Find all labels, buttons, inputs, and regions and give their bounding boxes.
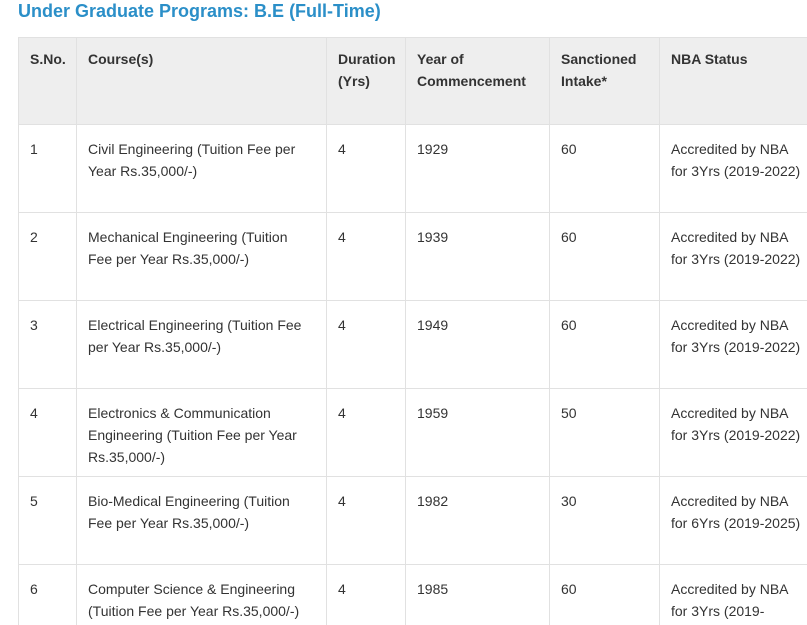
cell-nba-status: Accredited by NBA for 3Yrs (2019-2022)	[659, 212, 807, 301]
cell-sno: 2	[18, 212, 77, 301]
cell-sno: 3	[18, 300, 77, 389]
cell-duration: 4	[326, 300, 406, 389]
cell-year: 1929	[405, 124, 550, 213]
table-header-row: S.No. Course(s) Duration (Yrs) Year of C…	[18, 37, 807, 125]
cell-nba-status: Accredited by NBA for 3Yrs (2019-2022)	[659, 388, 807, 477]
cell-intake: 60	[549, 212, 660, 301]
cell-duration: 4	[326, 212, 406, 301]
table-row: 6 Computer Science & Engineering (Tuitio…	[18, 564, 807, 625]
table-row: 4 Electronics & Communication Engineerin…	[18, 388, 807, 477]
cell-nba-status: Accredited by NBA for 6Yrs (2019-2025)	[659, 476, 807, 565]
cell-duration: 4	[326, 564, 406, 625]
table-header: S.No. Course(s) Duration (Yrs) Year of C…	[18, 37, 807, 125]
header-duration: Duration (Yrs)	[326, 37, 406, 125]
cell-course: Electrical Engineering (Tuition Fee per …	[76, 300, 327, 389]
cell-nba-status: Accredited by NBA for 3Yrs (2019-2022)	[659, 300, 807, 389]
cell-sno: 6	[18, 564, 77, 625]
cell-intake: 60	[549, 300, 660, 389]
table-row: 2 Mechanical Engineering (Tuition Fee pe…	[18, 212, 807, 301]
cell-intake: 60	[549, 124, 660, 213]
cell-course: Civil Engineering (Tuition Fee per Year …	[76, 124, 327, 213]
cell-duration: 4	[326, 124, 406, 213]
cell-year: 1985	[405, 564, 550, 625]
header-course: Course(s)	[76, 37, 327, 125]
cell-course: Mechanical Engineering (Tuition Fee per …	[76, 212, 327, 301]
table-row: 1 Civil Engineering (Tuition Fee per Yea…	[18, 124, 807, 213]
programs-table-container: S.No. Course(s) Duration (Yrs) Year of C…	[18, 37, 807, 625]
cell-course: Electronics & Communication Engineering …	[76, 388, 327, 477]
table-body: 1 Civil Engineering (Tuition Fee per Yea…	[18, 124, 807, 625]
header-intake: Sanctioned Intake*	[549, 37, 660, 125]
page-title: Under Graduate Programs: B.E (Full-Time)	[18, 1, 381, 21]
header-nba-status: NBA Status	[659, 37, 807, 125]
cell-intake: 60	[549, 564, 660, 625]
cell-year: 1939	[405, 212, 550, 301]
cell-year: 1959	[405, 388, 550, 477]
table-row: 5 Bio-Medical Engineering (Tuition Fee p…	[18, 476, 807, 565]
cell-sno: 4	[18, 388, 77, 477]
cell-year: 1982	[405, 476, 550, 565]
cell-nba-status: Accredited by NBA for 3Yrs (2019-	[659, 564, 807, 625]
cell-sno: 5	[18, 476, 77, 565]
cell-duration: 4	[326, 388, 406, 477]
cell-course: Computer Science & Engineering (Tuition …	[76, 564, 327, 625]
cell-intake: 30	[549, 476, 660, 565]
programs-table: S.No. Course(s) Duration (Yrs) Year of C…	[18, 37, 807, 625]
cell-course: Bio-Medical Engineering (Tuition Fee per…	[76, 476, 327, 565]
cell-intake: 50	[549, 388, 660, 477]
cell-duration: 4	[326, 476, 406, 565]
cell-nba-status: Accredited by NBA for 3Yrs (2019-2022)	[659, 124, 807, 213]
cell-sno: 1	[18, 124, 77, 213]
header-sno: S.No.	[18, 37, 77, 125]
header-year: Year of Commencement	[405, 37, 550, 125]
table-row: 3 Electrical Engineering (Tuition Fee pe…	[18, 300, 807, 389]
cell-year: 1949	[405, 300, 550, 389]
